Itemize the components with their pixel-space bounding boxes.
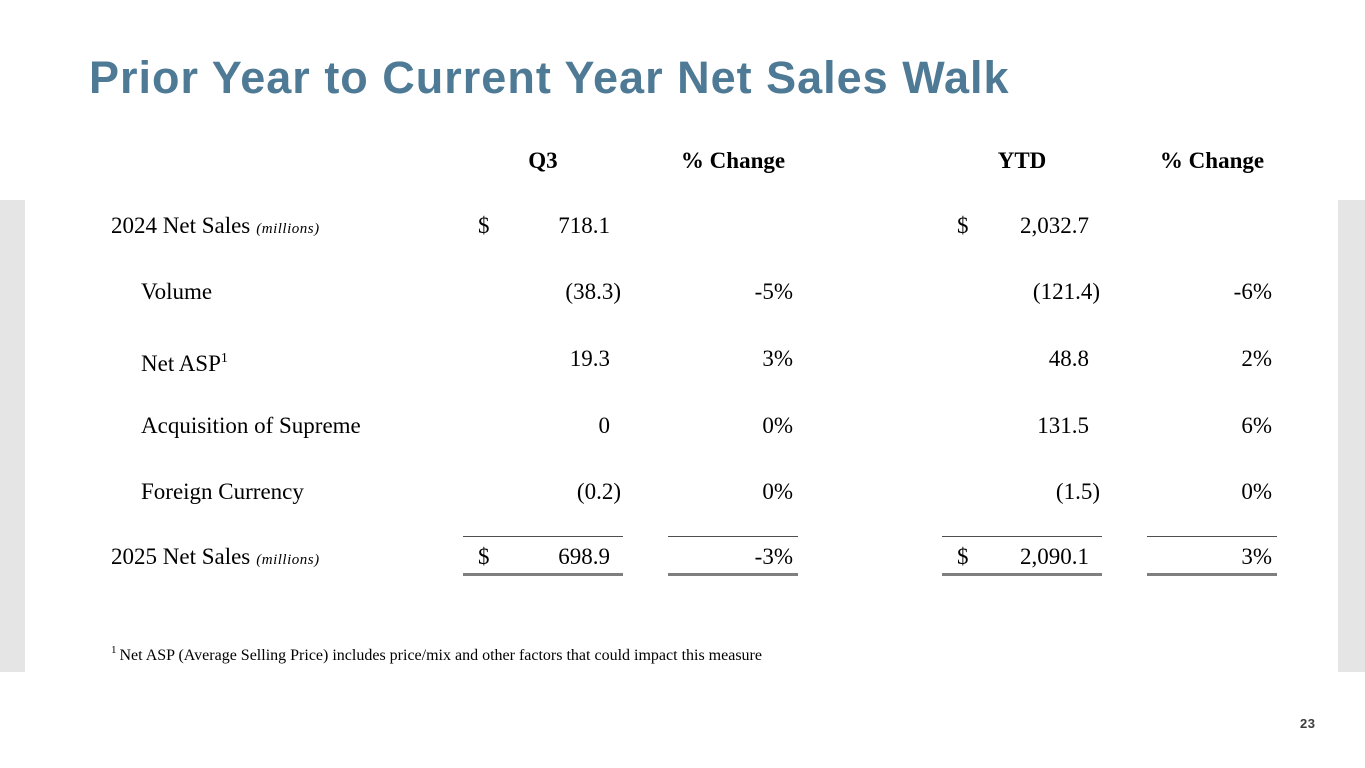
cell-value: 48.8 (1048, 346, 1089, 371)
cell-ytd: $2,090.1 (942, 536, 1102, 576)
cell-q3: $698.9 (463, 536, 623, 576)
cell-ytd: (121.4) (942, 278, 1102, 305)
cell-q3-change: -3% (668, 536, 798, 576)
row-label: Acquisition of Supreme (141, 413, 361, 438)
row-label: Volume (141, 279, 213, 304)
cell-value: 131.5 (1037, 413, 1089, 438)
cell-ytd-change: 3% (1147, 536, 1277, 576)
column-header-q3: Q3 (528, 148, 558, 173)
cell-q3: (38.3) (463, 278, 623, 305)
cell-q3-change: 0% (762, 413, 793, 438)
left-edge-decoration (0, 200, 25, 672)
cell-value: 2,090.1 (1020, 544, 1089, 569)
cell-value: (1.5) (1055, 479, 1100, 504)
cell-value: 698.9 (558, 544, 610, 569)
row-label-note: (millions) (256, 221, 320, 237)
row-label: 2025 Net Sales (millions) (111, 543, 320, 574)
cell-value: 2,032.7 (1020, 213, 1089, 238)
cell-q3: (0.2) (463, 478, 623, 505)
footnote-text: Net ASP (Average Selling Price) includes… (119, 647, 762, 664)
cell-ytd: 48.8 (942, 345, 1102, 372)
cell-ytd-change: 2% (1241, 346, 1272, 371)
footnote-superscript: 1 (111, 644, 117, 656)
currency-symbol: $ (957, 544, 969, 569)
cell-value: 0 (598, 413, 611, 438)
cell-q3-change: -5% (754, 279, 793, 304)
row-label: 2024 Net Sales (millions) (111, 212, 320, 243)
cell-q3: 19.3 (463, 345, 623, 372)
cell-ytd-change: -6% (1233, 279, 1272, 304)
cell-value: 718.1 (558, 213, 610, 238)
cell-q3-change: 0% (762, 479, 793, 504)
cell-ytd: 131.5 (942, 412, 1102, 439)
row-label: Net ASP1 (141, 345, 228, 377)
cell-ytd: (1.5) (942, 478, 1102, 505)
cell-value: 19.3 (569, 346, 610, 371)
row-label-text: 2025 Net Sales (111, 544, 251, 569)
currency-symbol: $ (957, 213, 969, 238)
page-title: Prior Year to Current Year Net Sales Wal… (89, 52, 1010, 103)
row-label-text: 2024 Net Sales (111, 213, 251, 238)
cell-ytd-change: 6% (1241, 413, 1272, 438)
currency-symbol: $ (478, 544, 490, 569)
right-edge-decoration (1338, 200, 1365, 672)
row-label-note: (millions) (256, 552, 320, 568)
cell-q3-change: 3% (762, 346, 793, 371)
cell-value: (121.4) (1032, 279, 1100, 304)
page-number: 23 (1300, 716, 1316, 731)
cell-ytd: $2,032.7 (942, 212, 1102, 239)
row-label: Foreign Currency (141, 479, 304, 504)
column-header-q3-change: % Change (680, 148, 786, 173)
column-header-ytd: YTD (997, 148, 1047, 173)
row-label-text: Net ASP (141, 351, 221, 376)
column-header-ytd-change: % Change (1159, 148, 1265, 173)
cell-value: (38.3) (565, 279, 621, 304)
currency-symbol: $ (478, 213, 490, 238)
footnote-reference: 1 (220, 351, 228, 366)
cell-value: (0.2) (576, 479, 621, 504)
cell-ytd-change: 0% (1241, 479, 1272, 504)
footnote: 1 Net ASP (Average Selling Price) include… (111, 644, 762, 665)
cell-q3: $718.1 (463, 212, 623, 239)
cell-q3: 0 (463, 412, 623, 439)
